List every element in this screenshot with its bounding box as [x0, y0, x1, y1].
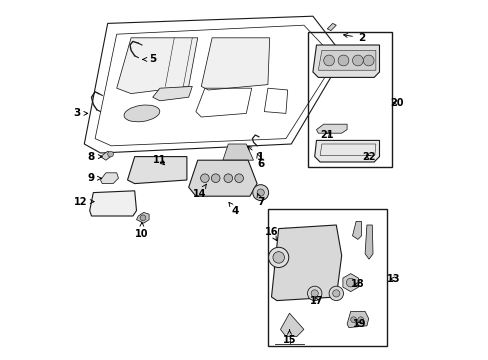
- Circle shape: [257, 189, 264, 196]
- Polygon shape: [352, 221, 361, 239]
- Circle shape: [310, 290, 318, 297]
- Text: 15: 15: [282, 330, 296, 345]
- Ellipse shape: [106, 201, 120, 210]
- Polygon shape: [152, 86, 192, 101]
- Text: 12: 12: [74, 197, 94, 207]
- Text: 5: 5: [142, 54, 156, 64]
- Circle shape: [350, 317, 356, 323]
- Bar: [267, 209, 386, 346]
- Polygon shape: [101, 173, 118, 184]
- Circle shape: [272, 252, 284, 263]
- Bar: [307, 32, 391, 167]
- Polygon shape: [346, 311, 368, 328]
- Text: 6: 6: [256, 153, 264, 169]
- Polygon shape: [312, 45, 379, 77]
- Polygon shape: [101, 151, 113, 160]
- Circle shape: [307, 286, 321, 301]
- Text: 4: 4: [228, 202, 239, 216]
- Circle shape: [268, 247, 288, 267]
- Text: 21: 21: [320, 130, 333, 140]
- Text: 17: 17: [309, 296, 323, 306]
- Text: 8: 8: [88, 152, 102, 162]
- Circle shape: [211, 174, 220, 183]
- Polygon shape: [314, 140, 379, 162]
- Polygon shape: [326, 23, 336, 31]
- Polygon shape: [201, 38, 269, 90]
- Polygon shape: [127, 157, 186, 184]
- Circle shape: [140, 215, 145, 221]
- Text: 3: 3: [73, 108, 87, 118]
- Polygon shape: [117, 38, 197, 94]
- Polygon shape: [89, 191, 136, 216]
- Circle shape: [200, 174, 209, 183]
- Circle shape: [323, 55, 334, 66]
- Circle shape: [346, 278, 354, 287]
- Text: 14: 14: [192, 184, 206, 199]
- Circle shape: [332, 290, 339, 297]
- Text: 10: 10: [135, 222, 148, 239]
- Circle shape: [107, 151, 113, 157]
- Text: 16: 16: [264, 227, 278, 240]
- Polygon shape: [316, 124, 346, 133]
- Text: 9: 9: [88, 173, 101, 183]
- Text: 11: 11: [153, 155, 166, 165]
- Circle shape: [328, 286, 343, 301]
- Polygon shape: [318, 50, 375, 70]
- Ellipse shape: [124, 105, 160, 122]
- Polygon shape: [342, 274, 358, 292]
- Circle shape: [337, 55, 348, 66]
- Polygon shape: [280, 313, 303, 337]
- Circle shape: [252, 185, 268, 201]
- Polygon shape: [271, 225, 341, 301]
- Polygon shape: [365, 225, 372, 259]
- Circle shape: [357, 317, 363, 323]
- Text: 20: 20: [390, 98, 404, 108]
- Text: 22: 22: [361, 152, 375, 162]
- Circle shape: [352, 55, 363, 66]
- Polygon shape: [188, 160, 257, 196]
- Polygon shape: [136, 212, 149, 223]
- Text: 1: 1: [247, 146, 264, 162]
- Polygon shape: [223, 144, 253, 160]
- Circle shape: [363, 55, 373, 66]
- Text: 7: 7: [257, 193, 264, 207]
- Text: 2: 2: [343, 33, 365, 43]
- Text: 19: 19: [352, 319, 366, 329]
- Text: 18: 18: [350, 279, 364, 289]
- Circle shape: [224, 174, 232, 183]
- Text: 13: 13: [386, 274, 400, 284]
- Circle shape: [234, 174, 243, 183]
